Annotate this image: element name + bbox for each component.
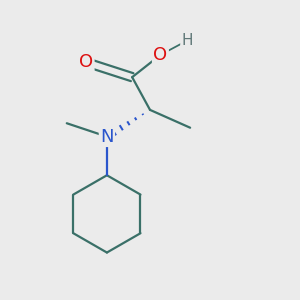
Text: O: O [153,46,167,64]
Text: O: O [79,53,93,71]
Text: H: H [182,33,193,48]
Text: N: N [100,128,114,146]
